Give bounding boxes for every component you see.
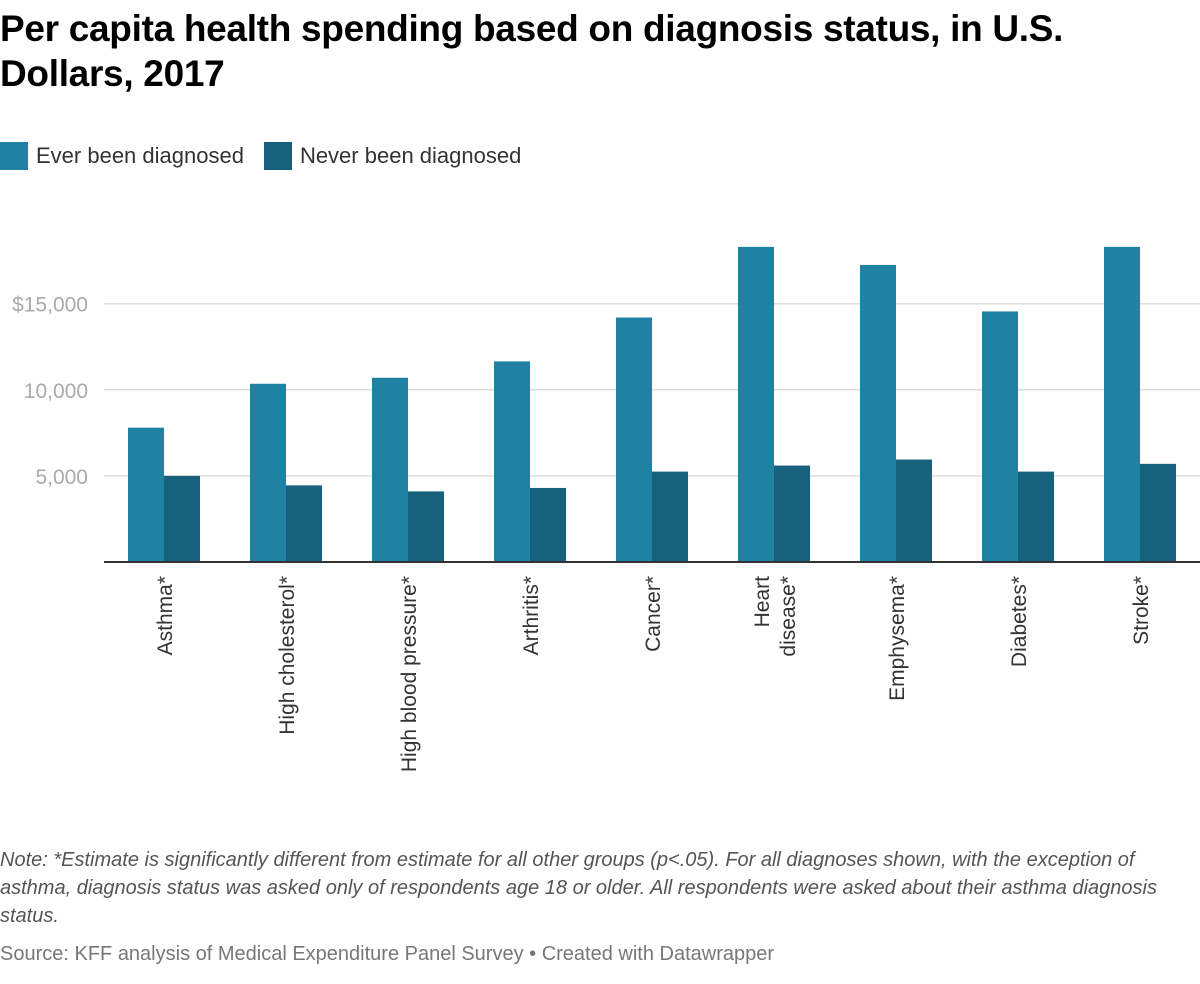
x-tick-label-line: High cholesterol* <box>276 576 299 735</box>
y-tick-label: 10,000 <box>24 380 88 403</box>
x-tick-label: Cancer* <box>642 576 665 652</box>
bar <box>530 487 566 562</box>
bar <box>652 471 688 562</box>
bar <box>774 465 810 562</box>
bar <box>408 491 444 562</box>
y-tick-label: $15,000 <box>12 294 88 317</box>
bar <box>164 475 200 562</box>
bar <box>372 377 408 562</box>
x-tick-label: Asthma* <box>154 576 177 655</box>
bar <box>1104 246 1140 562</box>
x-tick-label: Arthritis* <box>520 576 543 655</box>
x-tick-label-line: High blood pressure* <box>398 576 421 772</box>
bars <box>128 246 1176 562</box>
bar <box>1140 463 1176 562</box>
x-tick-label-line: Asthma* <box>154 576 177 655</box>
bar-chart: 5,000 10,000 $15,000 Asthma* High cholester… <box>12 246 1200 772</box>
x-tick-label: Diabetes* <box>1008 576 1031 667</box>
legend-item-never-diagnosed: Never been diagnosed <box>263 142 522 170</box>
x-tick-label: High cholesterol* <box>276 576 299 735</box>
x-tick-label: Emphysema* <box>886 576 909 701</box>
legend-item-ever-diagnosed: Ever been diagnosed <box>0 142 244 170</box>
x-axis-labels: Asthma* High cholesterol* High blood press… <box>154 576 1153 772</box>
x-tick-label: High blood pressure* <box>398 576 421 772</box>
bar <box>1018 471 1054 562</box>
y-tick-label: 5,000 <box>35 466 88 489</box>
x-tick-label-line: Arthritis* <box>520 576 543 655</box>
bar <box>982 311 1018 562</box>
bar <box>896 459 932 562</box>
legend-label-never-diagnosed: Never been diagnosed <box>299 143 522 168</box>
legend-swatch-ever-diagnosed <box>0 142 28 170</box>
bar <box>286 485 322 562</box>
x-tick-label-line: Diabetes* <box>1008 576 1031 667</box>
bar <box>250 383 286 562</box>
legend-swatch-never-diagnosed <box>263 142 292 170</box>
x-tick-label: Heart disease* <box>751 576 800 657</box>
y-axis-labels: 5,000 10,000 $15,000 <box>12 294 88 489</box>
x-tick-label-line: Emphysema* <box>886 576 909 701</box>
bar <box>616 317 652 562</box>
chart-source: Source: KFF analysis of Medical Expendit… <box>0 943 775 965</box>
bar <box>738 246 774 562</box>
x-tick-label-line: Heart <box>751 576 774 628</box>
bar <box>494 361 530 562</box>
bar <box>128 427 164 562</box>
chart-title: Per capita health spending based on diag… <box>0 8 1064 94</box>
x-tick-label: Stroke* <box>1130 576 1153 645</box>
legend-label-ever-diagnosed: Ever been diagnosed <box>36 143 244 168</box>
bar <box>860 264 896 562</box>
x-tick-label-line: Stroke* <box>1130 576 1153 645</box>
chart-note: Note: *Estimate is significantly differe… <box>0 849 1157 927</box>
x-tick-label-line: disease* <box>777 576 800 657</box>
x-tick-label-line: Cancer* <box>642 576 665 652</box>
chart-legend: Ever been diagnosed Never been diagnosed <box>0 138 541 174</box>
